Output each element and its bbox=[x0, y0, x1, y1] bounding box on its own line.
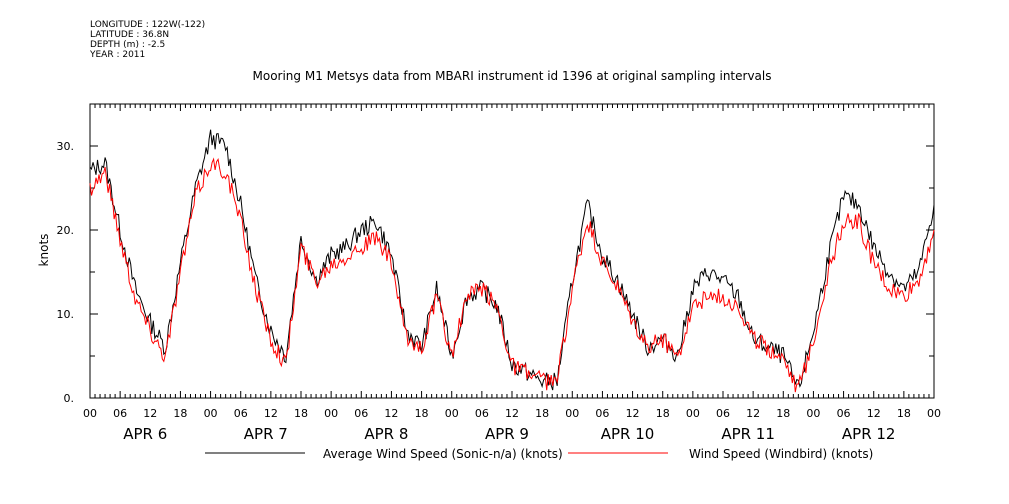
x-tick-label: 00 bbox=[445, 407, 459, 420]
y-axis-label: knots bbox=[37, 234, 51, 267]
x-tick-label: 12 bbox=[264, 407, 278, 420]
x-tick-label: 12 bbox=[384, 407, 398, 420]
x-tick-label: 06 bbox=[113, 407, 127, 420]
depth-label: DEPTH (m) : -2.5 bbox=[90, 40, 166, 50]
x-tick-label: 18 bbox=[294, 407, 308, 420]
x-tick-label: 18 bbox=[656, 407, 670, 420]
day-label: APR 8 bbox=[364, 425, 408, 443]
x-tick-label: 00 bbox=[324, 407, 338, 420]
y-tick-label: 20. bbox=[57, 224, 75, 237]
x-tick-label: 12 bbox=[626, 407, 640, 420]
x-tick-label: 06 bbox=[354, 407, 368, 420]
day-label: APR 12 bbox=[842, 425, 896, 443]
series-layer bbox=[89, 129, 935, 393]
x-tick-label: 06 bbox=[475, 407, 489, 420]
day-label: APR 10 bbox=[601, 425, 655, 443]
day-label: APR 6 bbox=[123, 425, 167, 443]
x-tick-label: 18 bbox=[173, 407, 187, 420]
x-tick-label: 00 bbox=[686, 407, 700, 420]
x-tick-label: 06 bbox=[716, 407, 730, 420]
chart-title: Mooring M1 Metsys data from MBARI instru… bbox=[253, 69, 772, 83]
x-tick-label: 18 bbox=[415, 407, 429, 420]
x-tick-label: 06 bbox=[595, 407, 609, 420]
x-tick-label: 06 bbox=[837, 407, 851, 420]
x-tick-label: 00 bbox=[83, 407, 97, 420]
longitude-label: LONGITUDE : 122W(-122) bbox=[90, 20, 206, 30]
metadata-block: LONGITUDE : 122W(-122) LATITUDE : 36.8N … bbox=[90, 20, 205, 60]
x-tick-label: 12 bbox=[505, 407, 519, 420]
legend-label-sonic: Average Wind Speed (Sonic-n/a) (knots) bbox=[323, 447, 563, 461]
series-line-sonic bbox=[89, 129, 935, 391]
x-tick-label: 18 bbox=[897, 407, 911, 420]
legend-label-windbird: Wind Speed (Windbird) (knots) bbox=[689, 447, 873, 461]
y-tick-label: 0. bbox=[64, 392, 75, 405]
x-tick-label: 18 bbox=[776, 407, 790, 420]
x-tick-label: 00 bbox=[204, 407, 218, 420]
day-label: APR 7 bbox=[244, 425, 288, 443]
x-tick-label: 00 bbox=[927, 407, 941, 420]
axis-ticks bbox=[89, 103, 935, 399]
x-tick-label: 12 bbox=[746, 407, 760, 420]
day-label: APR 11 bbox=[721, 425, 775, 443]
legend: Average Wind Speed (Sonic-n/a) (knots) W… bbox=[205, 447, 873, 461]
x-tick-label: 00 bbox=[565, 407, 579, 420]
series-line-windbird bbox=[89, 157, 935, 393]
x-tick-label: 12 bbox=[867, 407, 881, 420]
latitude-label: LATITUDE : 36.8N bbox=[90, 30, 170, 40]
y-tick-label: 30. bbox=[57, 140, 75, 153]
x-tick-label: 12 bbox=[143, 407, 157, 420]
day-label: APR 9 bbox=[485, 425, 529, 443]
x-tick-label: 18 bbox=[535, 407, 549, 420]
year-label: YEAR : 2011 bbox=[90, 50, 146, 60]
x-tick-label: 00 bbox=[806, 407, 820, 420]
x-tick-label: 06 bbox=[234, 407, 248, 420]
y-tick-label: 10. bbox=[57, 308, 75, 321]
tick-labels: 0. 10. 20. 30. 00 06 12 18 00 06 12 18 00 06 12 18 00 06 1… bbox=[57, 140, 942, 443]
